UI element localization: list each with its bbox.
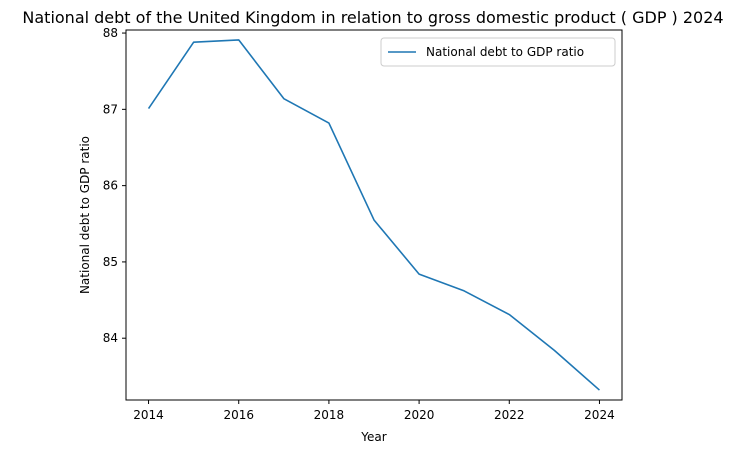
x-tick-label: 2014 xyxy=(133,408,164,422)
plot-area: 2014 2016 2018 2020 2022 2024 84 85 86 87 88 xyxy=(103,26,623,422)
x-axis-label: Year xyxy=(360,430,386,444)
x-tick-label: 2020 xyxy=(404,408,435,422)
legend-label: National debt to GDP ratio xyxy=(426,45,584,59)
x-tick-label: 2024 xyxy=(584,408,615,422)
x-tick-label: 2022 xyxy=(494,408,525,422)
legend: National debt to GDP ratio xyxy=(380,37,616,67)
y-tick-label: 87 xyxy=(103,102,118,116)
y-tick-label: 85 xyxy=(103,255,118,269)
x-tick-label: 2016 xyxy=(223,408,254,422)
chart-title: National debt of the United Kingdom in r… xyxy=(22,8,723,27)
legend-box xyxy=(380,37,616,67)
series-layer xyxy=(147,39,600,391)
y-tick-label: 84 xyxy=(103,331,118,345)
series-line xyxy=(147,39,600,391)
y-axis: 84 85 86 87 88 xyxy=(103,26,126,345)
y-axis-label: National debt to GDP ratio xyxy=(78,136,92,294)
y-tick-label: 86 xyxy=(103,179,118,193)
x-axis: 2014 2016 2018 2020 2022 2024 xyxy=(133,400,615,422)
plot-frame xyxy=(125,29,623,401)
x-tick-label: 2018 xyxy=(314,408,345,422)
y-tick-label: 88 xyxy=(103,26,118,40)
